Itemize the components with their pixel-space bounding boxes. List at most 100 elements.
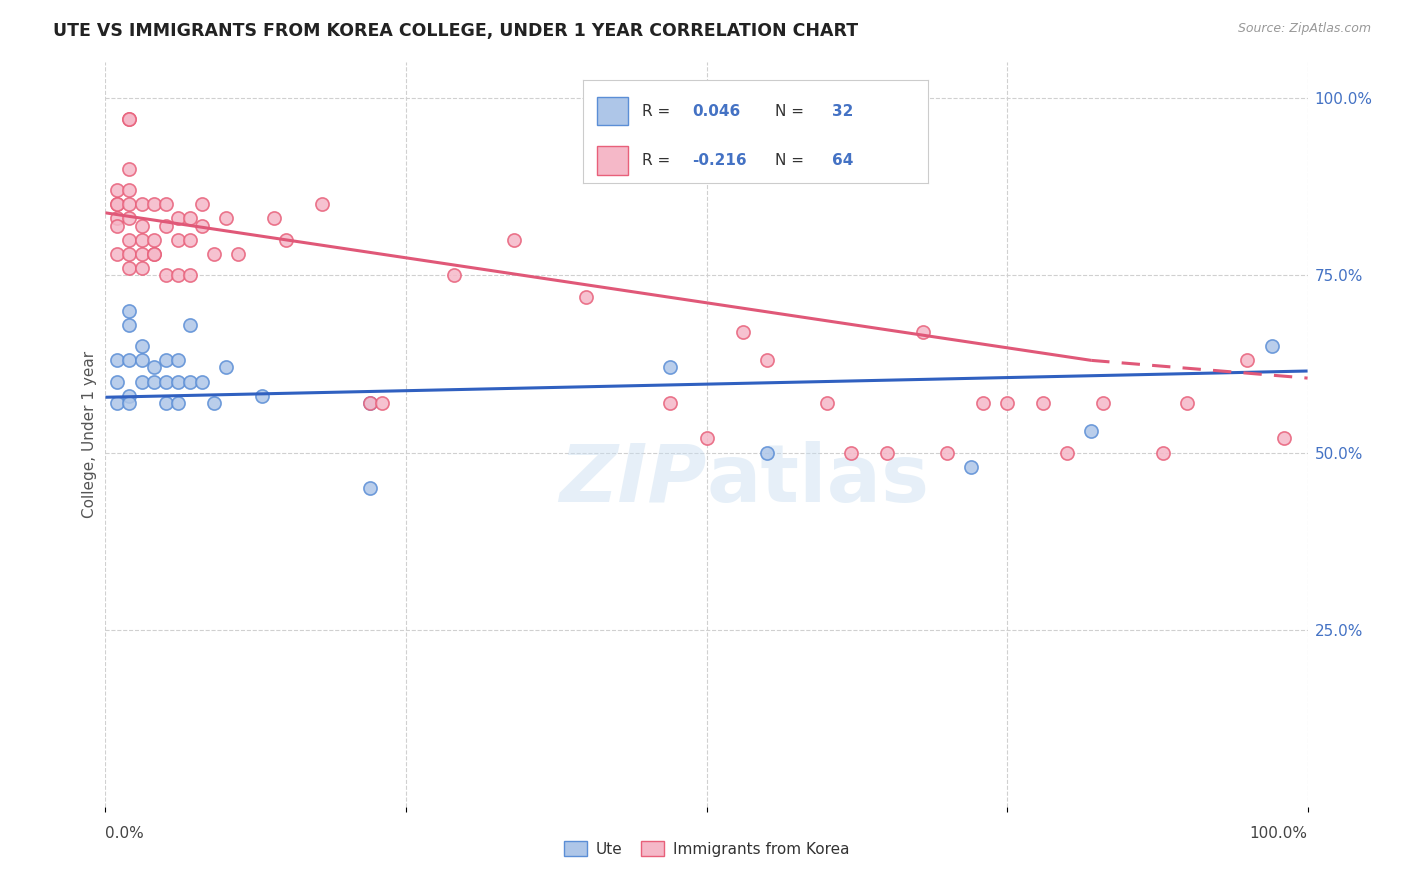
Text: -0.216: -0.216 <box>692 153 747 168</box>
Point <box>118 197 141 211</box>
Point <box>118 303 141 318</box>
Point <box>107 211 129 226</box>
Point <box>250 389 273 403</box>
Point <box>107 197 129 211</box>
Point <box>371 396 394 410</box>
Point <box>755 445 778 459</box>
Point <box>274 233 297 247</box>
Point <box>696 431 718 445</box>
Point <box>118 318 141 332</box>
Point <box>142 375 165 389</box>
Point <box>118 161 141 176</box>
Point <box>311 197 333 211</box>
Point <box>107 219 129 233</box>
Point <box>575 289 598 303</box>
Text: N =: N = <box>775 103 808 119</box>
Text: 0.0%: 0.0% <box>105 826 145 841</box>
Point <box>876 445 898 459</box>
Point <box>202 247 225 261</box>
Text: UTE VS IMMIGRANTS FROM KOREA COLLEGE, UNDER 1 YEAR CORRELATION CHART: UTE VS IMMIGRANTS FROM KOREA COLLEGE, UN… <box>53 22 859 40</box>
Point <box>142 197 165 211</box>
Text: atlas: atlas <box>707 441 929 518</box>
Point <box>190 197 212 211</box>
Point <box>118 353 141 368</box>
Point <box>166 211 188 226</box>
Text: 0.046: 0.046 <box>692 103 740 119</box>
Point <box>1080 425 1102 439</box>
Text: R =: R = <box>643 153 675 168</box>
Point <box>131 339 153 353</box>
Bar <box>598 146 628 175</box>
Point <box>118 233 141 247</box>
Point <box>179 233 201 247</box>
Point <box>107 396 129 410</box>
Point <box>1236 353 1258 368</box>
Point <box>226 247 249 261</box>
Point <box>142 360 165 375</box>
Text: R =: R = <box>643 103 675 119</box>
Point <box>815 396 838 410</box>
Point <box>755 353 778 368</box>
Point <box>155 353 177 368</box>
Point <box>118 396 141 410</box>
Point <box>1056 445 1078 459</box>
Point <box>118 261 141 276</box>
Point <box>131 261 153 276</box>
Point <box>155 197 177 211</box>
Point <box>1092 396 1115 410</box>
Point <box>263 211 285 226</box>
Point <box>155 268 177 283</box>
Point <box>839 445 862 459</box>
Point <box>659 360 682 375</box>
Point <box>359 481 381 495</box>
Point <box>107 375 129 389</box>
Text: 100.0%: 100.0% <box>1250 826 1308 841</box>
Point <box>118 211 141 226</box>
Point <box>155 396 177 410</box>
Point <box>995 396 1018 410</box>
Point <box>166 233 188 247</box>
Point <box>190 375 212 389</box>
Point <box>214 360 236 375</box>
Point <box>443 268 465 283</box>
Point <box>731 325 754 339</box>
Legend: Ute, Immigrants from Korea: Ute, Immigrants from Korea <box>558 835 855 863</box>
Point <box>107 183 129 197</box>
Point <box>131 197 153 211</box>
Point <box>107 197 129 211</box>
Point <box>118 183 141 197</box>
Point <box>1175 396 1198 410</box>
Point <box>107 353 129 368</box>
Point <box>118 389 141 403</box>
Point <box>118 247 141 261</box>
Point <box>131 375 153 389</box>
Y-axis label: College, Under 1 year: College, Under 1 year <box>82 351 97 518</box>
Point <box>118 112 141 127</box>
Point <box>166 353 188 368</box>
Point <box>131 353 153 368</box>
Point <box>936 445 959 459</box>
Text: 64: 64 <box>831 153 853 168</box>
Point <box>107 247 129 261</box>
Point <box>359 396 381 410</box>
Text: N =: N = <box>775 153 808 168</box>
Point <box>179 318 201 332</box>
Point <box>1272 431 1295 445</box>
Text: 32: 32 <box>831 103 853 119</box>
Point <box>131 233 153 247</box>
Point <box>142 247 165 261</box>
Point <box>190 219 212 233</box>
Point <box>503 233 526 247</box>
Point <box>972 396 994 410</box>
Text: Source: ZipAtlas.com: Source: ZipAtlas.com <box>1237 22 1371 36</box>
Point <box>142 233 165 247</box>
Point <box>155 375 177 389</box>
Point <box>659 396 682 410</box>
Point <box>179 211 201 226</box>
Point <box>1152 445 1174 459</box>
Text: ZIP: ZIP <box>560 441 707 518</box>
Point <box>359 396 381 410</box>
Point <box>166 396 188 410</box>
Point <box>118 112 141 127</box>
Point <box>166 375 188 389</box>
